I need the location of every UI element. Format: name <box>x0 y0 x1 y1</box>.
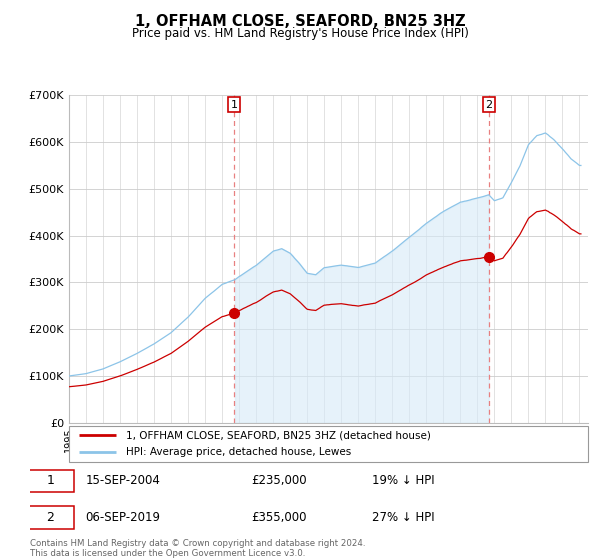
Text: 15-SEP-2004: 15-SEP-2004 <box>85 474 160 487</box>
Text: Contains HM Land Registry data © Crown copyright and database right 2024.
This d: Contains HM Land Registry data © Crown c… <box>30 539 365 558</box>
Text: £235,000: £235,000 <box>251 474 307 487</box>
Text: 1: 1 <box>230 100 238 110</box>
Text: Price paid vs. HM Land Registry's House Price Index (HPI): Price paid vs. HM Land Registry's House … <box>131 27 469 40</box>
Text: 1, OFFHAM CLOSE, SEAFORD, BN25 3HZ: 1, OFFHAM CLOSE, SEAFORD, BN25 3HZ <box>134 14 466 29</box>
Text: 27% ↓ HPI: 27% ↓ HPI <box>372 511 435 524</box>
FancyBboxPatch shape <box>27 470 74 492</box>
FancyBboxPatch shape <box>27 506 74 529</box>
Text: 1, OFFHAM CLOSE, SEAFORD, BN25 3HZ (detached house): 1, OFFHAM CLOSE, SEAFORD, BN25 3HZ (deta… <box>126 431 431 440</box>
Text: 1: 1 <box>46 474 55 487</box>
Text: 19% ↓ HPI: 19% ↓ HPI <box>372 474 435 487</box>
Text: £355,000: £355,000 <box>251 511 307 524</box>
FancyBboxPatch shape <box>69 426 588 462</box>
Text: 2: 2 <box>485 100 493 110</box>
Text: HPI: Average price, detached house, Lewes: HPI: Average price, detached house, Lewe… <box>126 447 352 457</box>
Text: 06-SEP-2019: 06-SEP-2019 <box>85 511 160 524</box>
Text: 2: 2 <box>46 511 55 524</box>
